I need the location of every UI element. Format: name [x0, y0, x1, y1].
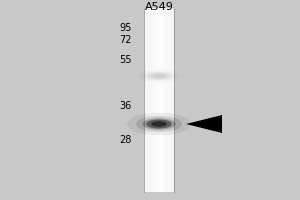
Bar [160, 8, 161, 192]
Bar [154, 8, 155, 192]
Bar [145, 8, 146, 192]
Bar [163, 8, 164, 192]
Bar [147, 8, 148, 192]
Ellipse shape [142, 118, 176, 130]
Bar [155, 8, 156, 192]
Bar [169, 8, 170, 192]
Bar [146, 8, 147, 192]
Ellipse shape [152, 121, 167, 127]
Bar [165, 8, 166, 192]
Bar [156, 8, 157, 192]
Bar [148, 8, 149, 192]
Text: 55: 55 [119, 55, 132, 65]
Polygon shape [186, 115, 222, 133]
Bar [170, 8, 171, 192]
Text: 28: 28 [120, 135, 132, 145]
Text: A549: A549 [145, 2, 173, 12]
Bar [162, 8, 163, 192]
Bar [149, 8, 150, 192]
Bar [159, 8, 160, 192]
Ellipse shape [146, 119, 172, 129]
Bar [157, 8, 158, 192]
Ellipse shape [152, 74, 166, 78]
Text: 72: 72 [119, 35, 132, 45]
Bar [164, 8, 165, 192]
Ellipse shape [127, 113, 191, 135]
Bar [166, 8, 167, 192]
Bar [150, 8, 151, 192]
Bar [161, 8, 162, 192]
Bar [168, 8, 169, 192]
Ellipse shape [148, 72, 170, 80]
Bar [151, 8, 152, 192]
Bar [153, 8, 154, 192]
Bar [152, 8, 153, 192]
Text: 95: 95 [120, 23, 132, 33]
Bar [173, 8, 174, 192]
Bar [158, 8, 159, 192]
Bar [172, 8, 173, 192]
Text: 36: 36 [120, 101, 132, 111]
Bar [144, 8, 145, 192]
Bar [167, 8, 168, 192]
Ellipse shape [136, 116, 182, 132]
Bar [171, 8, 172, 192]
